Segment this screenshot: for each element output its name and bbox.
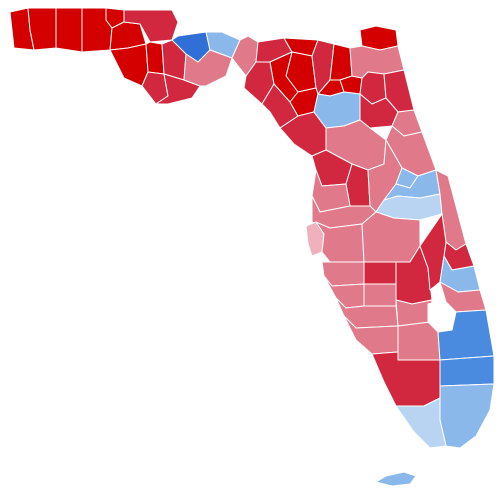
county-wakulla[interactable]: [183, 49, 233, 87]
county-sumter[interactable]: [345, 163, 371, 207]
county-monroe[interactable]: [395, 397, 447, 449]
county-jackson[interactable]: [123, 9, 179, 43]
county-collier[interactable]: [371, 351, 441, 407]
county-hillsborough[interactable]: [315, 221, 365, 263]
lake-okeechobee: [427, 299, 457, 333]
county-broward[interactable]: [439, 355, 495, 387]
county-polk[interactable]: [361, 211, 421, 263]
county-miami-dade[interactable]: [439, 383, 495, 449]
county-hardee[interactable]: [363, 261, 397, 285]
county-bradford[interactable]: [339, 75, 363, 95]
county-baker[interactable]: [329, 43, 353, 81]
county-bay[interactable]: [109, 43, 149, 87]
county-santa-rosa[interactable]: [27, 7, 57, 51]
county-desoto[interactable]: [363, 283, 397, 307]
county-calhoun[interactable]: [145, 41, 165, 75]
county-okaloosa[interactable]: [55, 7, 83, 53]
county-monroe-keys[interactable]: [375, 471, 417, 487]
